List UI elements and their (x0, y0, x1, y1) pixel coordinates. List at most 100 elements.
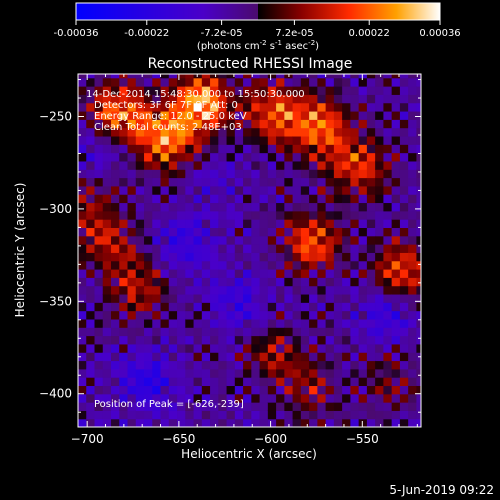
heatmap-cell (408, 144, 418, 154)
heatmap-cell (342, 160, 351, 170)
heatmap-cell (193, 368, 203, 378)
heatmap-cell (102, 74, 112, 79)
heatmap-cell (375, 343, 384, 353)
heatmap-cell (333, 102, 343, 112)
heatmap-cell (259, 335, 269, 345)
heatmap-cell (375, 310, 384, 320)
heatmap-cell (408, 310, 418, 320)
heatmap-cell (127, 410, 137, 420)
heatmap-cell (383, 335, 393, 345)
heatmap-cell (309, 418, 318, 427)
heatmap-cell (193, 360, 203, 370)
heatmap-cell (127, 135, 137, 145)
heatmap-cell (267, 86, 277, 95)
heatmap-cell (201, 310, 211, 320)
heatmap-cell (342, 360, 351, 370)
heatmap-cell (251, 169, 261, 179)
heatmap-cell (251, 393, 261, 403)
heatmap-cell (259, 352, 269, 362)
heatmap-cell (399, 119, 409, 129)
heatmap-cell (177, 202, 186, 212)
heatmap-cell (201, 244, 211, 253)
heatmap-cell (358, 393, 368, 403)
heatmap-cell (210, 127, 219, 137)
heatmap-cell (243, 135, 252, 145)
heatmap-cell (251, 377, 261, 387)
heatmap-cell (210, 368, 219, 378)
heatmap-cell (333, 377, 343, 387)
heatmap-cell (366, 285, 376, 295)
heatmap-cell (201, 410, 211, 420)
heatmap-cell (193, 210, 203, 220)
heatmap-cell (284, 110, 294, 120)
heatmap-cell (317, 393, 327, 403)
heatmap-cell (267, 377, 277, 387)
heatmap-cell (111, 94, 120, 104)
heatmap-cell (152, 77, 162, 87)
heatmap-cell (416, 119, 421, 129)
heatmap-cell (144, 310, 153, 320)
heatmap-cell (226, 343, 236, 353)
heatmap-cell (193, 127, 203, 137)
heatmap-cell (391, 185, 401, 195)
heatmap-cell (350, 194, 360, 204)
heatmap-cell (333, 268, 343, 278)
heatmap-cell (210, 210, 219, 220)
heatmap-cell (152, 385, 162, 395)
heatmap-cell (111, 244, 120, 253)
heatmap-cell (251, 185, 261, 195)
heatmap-cell (111, 377, 120, 387)
heatmap-cell (333, 327, 343, 337)
heatmap-cell (185, 152, 195, 162)
heatmap-cell (210, 144, 219, 154)
heatmap-cell (78, 127, 87, 137)
heatmap-cell (350, 327, 360, 337)
heatmap-cell (185, 74, 195, 79)
heatmap-cell (416, 244, 421, 253)
heatmap-cell (111, 310, 120, 320)
heatmap-cell (78, 235, 87, 245)
heatmap-cell (226, 194, 236, 204)
heatmap-cell (78, 185, 87, 195)
heatmap-cell (391, 293, 401, 303)
heatmap-cell (366, 202, 376, 212)
heatmap-cell (267, 152, 277, 162)
heatmap-cell (358, 277, 368, 287)
heatmap-cell (102, 393, 112, 403)
heatmap-cell (111, 169, 120, 179)
heatmap-cell (135, 277, 145, 287)
heatmap-cell (201, 177, 211, 187)
heatmap-cell (234, 410, 244, 420)
heatmap-cell (102, 385, 112, 395)
heatmap-cell (210, 252, 219, 262)
heatmap-cell (251, 77, 261, 87)
heatmap-cell (102, 377, 112, 387)
heatmap-cell (102, 310, 112, 320)
heatmap-cell (111, 352, 120, 362)
heatmap-cell (284, 360, 294, 370)
heatmap-cell (111, 302, 120, 312)
heatmap-cell (416, 160, 421, 170)
heatmap-cell (218, 127, 228, 137)
heatmap-cell (284, 144, 294, 154)
heatmap-cell (251, 194, 261, 204)
heatmap-cell (383, 144, 393, 154)
heatmap-cell (135, 244, 145, 253)
heatmap-cell (168, 160, 178, 170)
heatmap-cell (342, 368, 351, 378)
heatmap-cell (383, 293, 393, 303)
heatmap-cell (78, 169, 87, 179)
heatmap-cell (111, 277, 120, 287)
heatmap-cell (119, 393, 129, 403)
heatmap-cell (218, 177, 228, 187)
heatmap-cell (160, 94, 170, 104)
heatmap-cell (193, 410, 203, 420)
heatmap-cell (267, 418, 277, 427)
heatmap-cell (383, 152, 393, 162)
heatmap-cell (135, 410, 145, 420)
heatmap-cell (358, 302, 368, 312)
heatmap-cell (168, 86, 178, 95)
heatmap-cell (350, 293, 360, 303)
heatmap-cell (152, 102, 162, 112)
heatmap-cell (350, 368, 360, 378)
